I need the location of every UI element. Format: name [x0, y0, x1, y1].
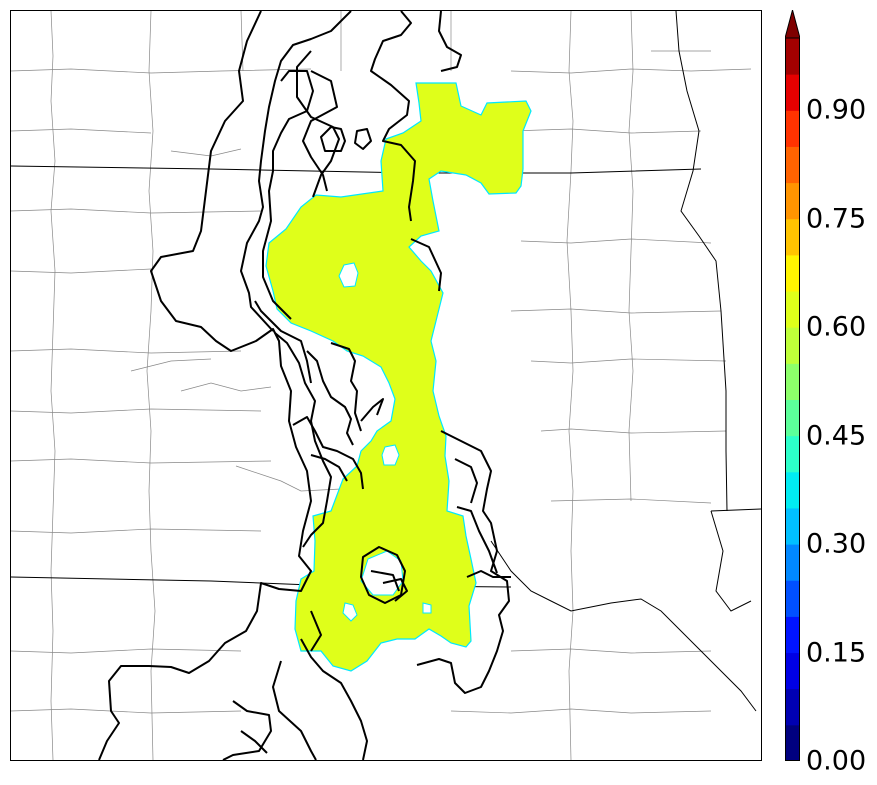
ensemble-contours: [98, 11, 511, 760]
colorbar-segment: [785, 435, 800, 473]
map-canvas: [11, 11, 761, 760]
colorbar-tick-label: 0.30: [806, 528, 867, 560]
colorbar-segment: [785, 471, 800, 509]
colorbar-segment: [785, 399, 800, 437]
colorbar-segment: [785, 254, 800, 292]
colorbar-segment: [785, 616, 800, 654]
colorbar-outline: [785, 37, 800, 761]
colorbar-segment: [785, 688, 800, 726]
colorbar-tick-label: 0.75: [806, 203, 867, 235]
colorbar-segment: [785, 146, 800, 184]
colorbar-segment: [785, 724, 800, 761]
colorbar-tick-label: 0.90: [806, 94, 867, 126]
colorbar-extend-arrow: [785, 10, 800, 39]
colorbar-tick-label: 0.00: [806, 745, 867, 777]
map-panel: [10, 10, 762, 761]
colorbar-segment: [785, 291, 800, 328]
colorbar-segment: [785, 182, 800, 220]
colorbar-segment: [785, 327, 800, 364]
county-boundaries: [11, 11, 752, 760]
colorbar-tick-label: 0.45: [806, 420, 867, 452]
colorbar-segment: [785, 110, 800, 147]
colorbar-segment: [785, 74, 800, 111]
colorbar-segment: [785, 218, 800, 256]
colorbar: [785, 10, 800, 761]
colorbar-segment: [785, 507, 800, 545]
colorbar-segment: [785, 363, 800, 400]
colorbar-segment: [785, 38, 800, 75]
colorbar-segment: [785, 544, 800, 581]
colorbar-segment: [785, 652, 800, 690]
colorbar-segment: [785, 580, 800, 617]
colorbar-tick-label: 0.15: [806, 637, 867, 669]
colorbar-tick-label: 0.60: [806, 311, 867, 343]
